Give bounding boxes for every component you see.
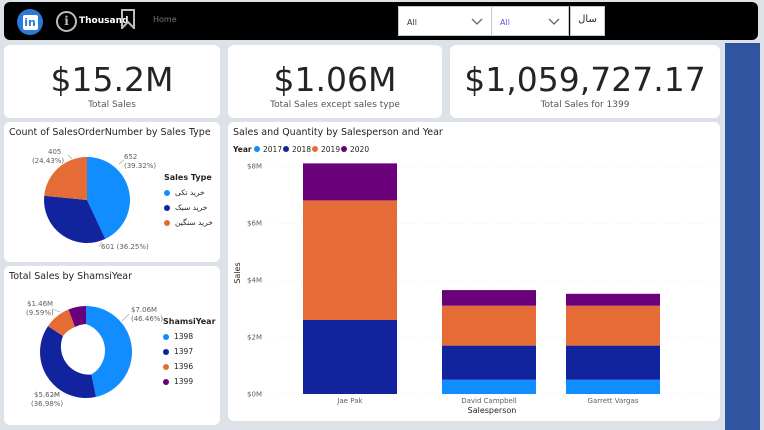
pie-label-b: 601 (36.25%) xyxy=(101,243,149,251)
legend-item[interactable]: 1399 xyxy=(163,377,216,386)
slicer-dropdown-2[interactable]: All xyxy=(491,6,569,36)
kpi-card-total-sales: $15.2M Total Sales xyxy=(4,45,220,118)
slicer-2-value: All xyxy=(500,18,510,27)
pie-chart[interactable]: 652 (39.32%) 601 (36.25%) 405 (24.43%) xyxy=(4,122,220,262)
donut-label-b2: (36.98%) xyxy=(31,400,63,408)
top-bar: in i Thousand Home All All سال xyxy=(4,2,758,40)
bar-segment xyxy=(442,379,536,394)
legend-item-label: 2018 xyxy=(292,145,311,154)
pie-label-c1: 405 xyxy=(48,148,61,156)
x-tick-label: Garrett Vargas xyxy=(588,397,639,405)
kpi-label: Total Sales except sales type xyxy=(270,100,400,110)
slicer-1-value: All xyxy=(407,18,417,27)
chevron-down-icon xyxy=(548,18,560,25)
x-tick-label: Jae Pak xyxy=(336,397,363,405)
y-tick-label: $8M xyxy=(247,163,262,171)
legend-title: Year xyxy=(232,145,252,154)
bar-segment xyxy=(303,163,397,201)
donut-label-c2: (9.59%) xyxy=(26,309,54,317)
donut-slice-1398 xyxy=(86,306,133,397)
stacked-column-chart[interactable]: Year 2017 2018 2019 2020 $0M $2M $4M $6M $8M Sales… xyxy=(228,122,720,421)
home-link[interactable]: Home xyxy=(153,15,177,24)
pie-slice-3 xyxy=(44,157,87,200)
pie-slice-1 xyxy=(87,157,130,239)
legend-item-label: 2019 xyxy=(321,145,340,154)
kpi-value: $1.06M xyxy=(273,60,397,99)
legend-item-label: 2020 xyxy=(350,145,369,154)
kpi-label: Total Sales xyxy=(88,100,136,110)
bar-segment xyxy=(303,319,397,394)
pie-slice-2 xyxy=(43,195,106,243)
legend-marker xyxy=(254,146,260,152)
info-icon[interactable]: i xyxy=(56,11,77,32)
y-tick-label: $6M xyxy=(247,220,262,228)
legend-item[interactable]: 1397 xyxy=(163,347,216,356)
kpi-value: $15.2M xyxy=(50,60,174,99)
bar-segment xyxy=(566,293,660,306)
chevron-down-icon xyxy=(471,18,483,25)
donut-label-c1: $1.46M xyxy=(27,300,53,308)
kpi-card-sales-1399: $1,059,727.17 Total Sales for 1399 xyxy=(450,45,720,118)
kpi-card-sales-except-type: $1.06M Total Sales except sales type xyxy=(228,45,442,118)
legend-item[interactable]: خرید سنگین xyxy=(164,218,213,227)
bar-segment xyxy=(442,290,536,306)
visual-title: Total Sales by ShamsiYear xyxy=(9,271,133,282)
legend-marker xyxy=(341,146,347,152)
kpi-label: Total Sales for 1399 xyxy=(540,100,630,110)
pie-chart-card: Count of SalesOrderNumber by Sales Type … xyxy=(4,122,220,262)
legend-item[interactable]: 1396 xyxy=(163,362,216,371)
bookmark-icon[interactable] xyxy=(121,9,135,29)
bar-segment xyxy=(566,345,660,380)
visual-title: Count of SalesOrderNumber by Sales Type xyxy=(9,127,211,138)
pie-label-a1: 652 xyxy=(124,153,137,161)
donut-label-a1: $7.06M xyxy=(131,306,157,314)
legend-title: ShamsiYear xyxy=(163,317,216,326)
legend-item[interactable]: 1398 xyxy=(163,332,216,341)
bar-segment xyxy=(303,200,397,320)
linkedin-icon[interactable]: in xyxy=(17,9,43,35)
donut-slice-1399 xyxy=(68,306,86,327)
legend-item[interactable]: خرید تکی xyxy=(164,188,213,197)
x-tick-label: David Campbell xyxy=(461,397,517,405)
column-chart-card: Sales and Quantity by Salesperson and Ye… xyxy=(228,122,720,421)
y-tick-label: $0M xyxy=(247,391,262,399)
year-slicer-label: سال xyxy=(570,6,605,36)
donut-slice-1397 xyxy=(40,326,96,398)
legend-title: Sales Type xyxy=(164,173,212,182)
side-panel xyxy=(725,43,760,430)
donut-label-a2: (46.46%) xyxy=(131,315,163,323)
pie-label-a2: (39.32%) xyxy=(124,162,156,170)
legend-item[interactable]: خرید سبک xyxy=(164,203,213,212)
slicer-dropdown-1[interactable]: All xyxy=(398,6,492,36)
legend-marker xyxy=(312,146,318,152)
visual-title: Sales and Quantity by Salesperson and Ye… xyxy=(233,127,443,138)
y-tick-label: $2M xyxy=(247,334,262,342)
y-tick-label: $4M xyxy=(247,277,262,285)
donut-chart[interactable]: $7.06M (46.46%) $5.62M (36.98%) $1.46M (… xyxy=(4,266,220,425)
donut-slice-1396 xyxy=(48,309,75,336)
bar-segment xyxy=(442,345,536,380)
pie-label-c2: (24.43%) xyxy=(32,157,64,165)
legend-marker xyxy=(283,146,289,152)
x-axis-title: Salesperson xyxy=(468,406,517,415)
y-axis-title: Sales xyxy=(233,262,242,283)
kpi-value: $1,059,727.17 xyxy=(464,60,706,99)
pie-legend: Sales Type خرید تکی خرید سبک خرید سنگین xyxy=(164,173,213,227)
donut-label-b1: $5.62M xyxy=(34,391,60,399)
legend-item-label: 2017 xyxy=(263,145,282,154)
bar-segment xyxy=(566,379,660,394)
thousand-label: Thousand xyxy=(79,16,129,26)
donut-chart-card: Total Sales by ShamsiYear $7.06M (46.46%… xyxy=(4,266,220,425)
donut-legend: ShamsiYear 1398 1397 1396 1399 xyxy=(163,317,216,386)
bar-segment xyxy=(566,305,660,346)
bar-segment xyxy=(442,305,536,346)
